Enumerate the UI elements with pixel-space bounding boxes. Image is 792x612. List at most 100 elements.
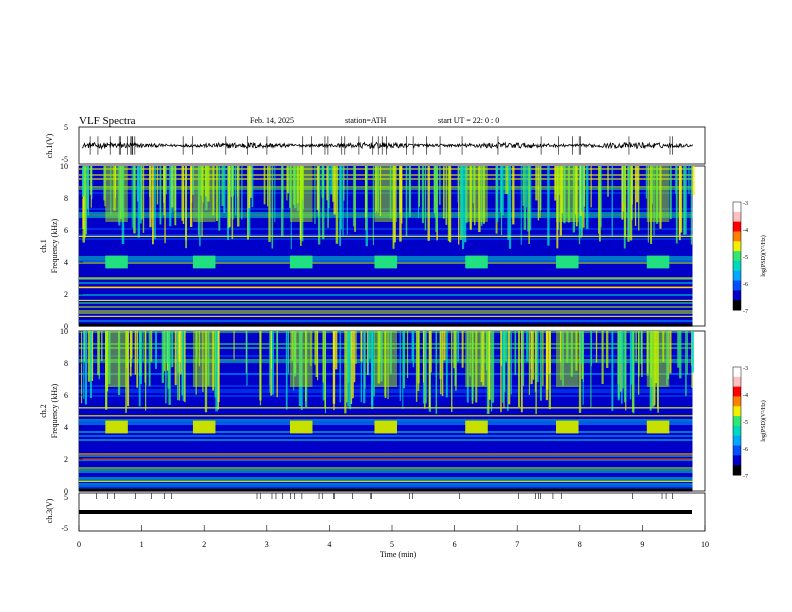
sferic-streak	[634, 166, 637, 226]
sferic-streak	[520, 331, 523, 413]
sferic-streak	[156, 166, 159, 205]
sferic-streak	[627, 166, 630, 242]
burst-highband	[105, 166, 128, 222]
sferic-streak	[223, 166, 226, 214]
sferic-streak	[586, 166, 589, 229]
sferic-streak	[601, 331, 604, 385]
sferic-streak	[508, 166, 512, 249]
sferic-streak	[342, 166, 344, 236]
sferic-streak	[179, 331, 181, 401]
sferic-streak	[181, 166, 184, 221]
sferic-streak	[692, 166, 695, 196]
sferic-streak	[517, 331, 520, 407]
sferic-streak	[136, 166, 139, 202]
sferic-streak	[507, 166, 510, 241]
sferic-streak	[136, 331, 138, 388]
frequency-band	[79, 467, 693, 469]
sferic-streak	[363, 331, 366, 404]
ytick-label: 8	[64, 359, 68, 368]
sferic-streak	[87, 331, 91, 382]
sferic-streak	[371, 331, 374, 406]
sferic-streak	[679, 331, 682, 379]
sferic-streak	[635, 331, 637, 362]
sferic-streak	[184, 331, 186, 403]
sferic-streak	[619, 331, 622, 363]
sferic-streak	[270, 331, 273, 396]
sferic-streak	[333, 166, 336, 215]
sferic-streak	[435, 331, 438, 414]
colorbar-segment	[733, 425, 741, 437]
frequency-band	[79, 310, 693, 312]
ch3-waveform-panel: 5 -5 ch.3(V)	[45, 492, 706, 533]
sferic-streak	[548, 331, 551, 374]
ch1-ytick-5: 5	[64, 123, 68, 132]
sferic-streak	[514, 331, 517, 375]
ch1-ytick-neg5: -5	[61, 155, 68, 164]
sferic-streak	[525, 166, 528, 208]
sferic-streak	[169, 166, 172, 227]
colorbar-label: log(PSD)(V²/Hz)	[760, 400, 767, 441]
sferic-streak	[621, 331, 623, 404]
sferic-streak	[399, 166, 402, 242]
sferic-streak	[532, 331, 535, 380]
sferic-streak	[218, 166, 221, 231]
colorbar-segment	[733, 465, 741, 476]
sferic-streak	[276, 331, 279, 363]
sferic-streak	[161, 331, 165, 383]
sferic-streak	[159, 166, 162, 225]
sferic-streak	[347, 331, 350, 407]
sferic-streak	[326, 166, 328, 201]
sferic-streak	[686, 331, 688, 375]
frequency-band	[79, 455, 693, 457]
sferic-streak	[417, 331, 420, 384]
sferic-streak	[417, 166, 420, 219]
frequency-band	[79, 228, 693, 230]
ch1-waveform-frame	[78, 126, 706, 165]
sferic-streak	[606, 331, 609, 368]
frequency-band	[79, 471, 693, 473]
frequency-band	[79, 469, 693, 471]
sferic-streak	[418, 166, 420, 207]
sferic-streak	[234, 166, 237, 216]
sferic-streak	[180, 331, 183, 375]
sferic-streak	[607, 166, 609, 197]
ch1-spectrogram-yticks: 0 2 4 6 8 10	[60, 162, 83, 331]
sferic-streak	[228, 166, 231, 227]
sferic-streak	[285, 331, 288, 410]
sferic-streak	[360, 331, 363, 362]
colorbar-segment	[733, 416, 741, 427]
sferic-streak	[504, 331, 508, 362]
ch3-ylabel: ch.3(V)	[45, 498, 54, 523]
frequency-band	[79, 294, 693, 296]
xtick-label: 0	[77, 540, 81, 549]
ytick-label: 4	[64, 423, 68, 432]
sferic-streak	[340, 166, 342, 230]
sferic-streak	[690, 166, 693, 245]
sferic-streak	[335, 166, 339, 244]
sferic-streak	[447, 166, 451, 242]
colorbar-segment	[733, 376, 741, 388]
transmitter-line	[79, 458, 693, 460]
sferic-streak	[182, 166, 185, 224]
sferic-streak	[425, 331, 427, 404]
sferic-streak	[640, 331, 642, 365]
ytick-label: 10	[60, 327, 68, 336]
colorbar-segment	[733, 445, 741, 456]
sferic-streak	[89, 331, 92, 399]
frequency-band	[79, 439, 693, 441]
sferic-streak	[488, 331, 491, 400]
xtick-label: 5	[390, 540, 394, 549]
sferic-streak	[232, 166, 235, 196]
sferic-streak	[624, 166, 627, 238]
sferic-streak	[403, 331, 406, 389]
sferic-streak	[450, 331, 453, 413]
colorbar-segment	[733, 290, 741, 301]
sferic-streak	[339, 331, 341, 403]
sferic-streak	[581, 166, 584, 212]
sferic-streak	[171, 331, 174, 368]
frequency-band	[79, 312, 693, 314]
sferic-streak	[344, 331, 347, 414]
sferic-streak	[246, 331, 248, 386]
colorbar-segment	[733, 396, 741, 407]
